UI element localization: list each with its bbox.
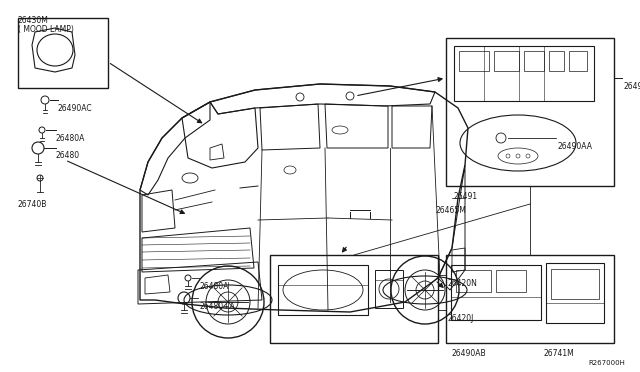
- Bar: [278, 265, 368, 315]
- Text: 26480A: 26480A: [200, 282, 229, 291]
- Bar: [375, 270, 403, 308]
- Text: ( MOOD LAMP): ( MOOD LAMP): [18, 25, 74, 34]
- Text: 26490AA: 26490AA: [558, 142, 593, 151]
- Bar: [446, 255, 614, 343]
- Bar: [18, 18, 108, 88]
- Bar: [569, 51, 587, 71]
- Text: 26480A: 26480A: [56, 134, 85, 143]
- Text: 26490AC: 26490AC: [58, 104, 93, 113]
- Bar: [551, 269, 599, 299]
- Text: 26741M: 26741M: [544, 349, 575, 358]
- Text: 26740B: 26740B: [18, 200, 47, 209]
- Text: 26480: 26480: [56, 151, 80, 160]
- Text: 26490AB: 26490AB: [451, 349, 486, 358]
- Bar: [524, 51, 544, 71]
- Text: 26490: 26490: [624, 82, 640, 91]
- Text: 26480+A: 26480+A: [200, 302, 236, 311]
- Bar: [549, 51, 564, 71]
- Bar: [456, 270, 491, 292]
- Bar: [459, 51, 489, 71]
- Bar: [546, 263, 604, 323]
- Text: 26420J: 26420J: [448, 314, 474, 323]
- Text: 26465M: 26465M: [436, 206, 467, 215]
- Text: R267000H: R267000H: [588, 360, 625, 366]
- Bar: [451, 265, 541, 320]
- Bar: [454, 46, 594, 101]
- Bar: [496, 270, 526, 292]
- Text: 26420N: 26420N: [448, 279, 478, 288]
- Bar: [446, 38, 614, 186]
- Bar: [270, 255, 438, 343]
- Text: 26430M: 26430M: [18, 16, 49, 25]
- Bar: [494, 51, 519, 71]
- Text: 26491: 26491: [454, 192, 478, 201]
